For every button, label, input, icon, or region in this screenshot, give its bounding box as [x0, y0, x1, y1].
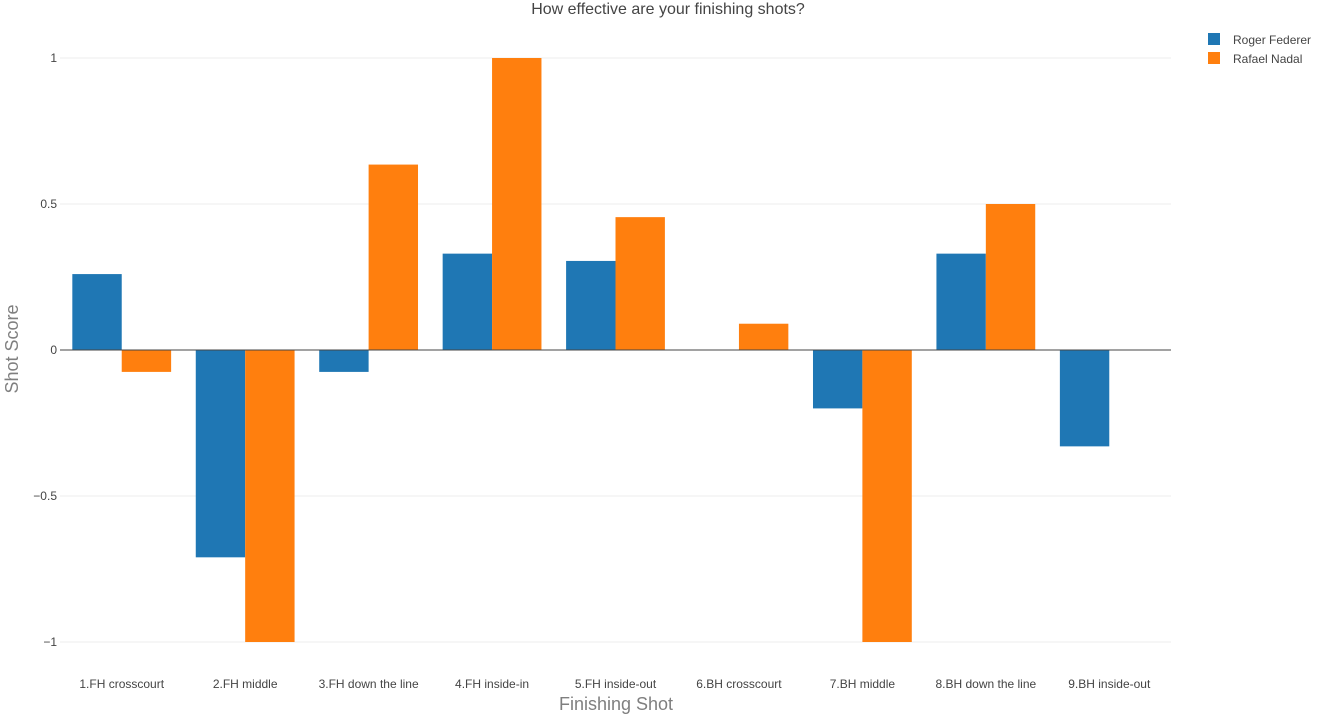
- y-tick-label: −1: [43, 635, 57, 649]
- legend-label-rafael-nadal[interactable]: Rafael Nadal: [1233, 52, 1302, 66]
- bar-rafael-nadal[interactable]: [245, 350, 295, 642]
- y-tick-label: 0: [50, 343, 57, 357]
- x-tick-label: 8.BH down the line: [935, 677, 1036, 691]
- x-tick-label: 2.FH middle: [213, 677, 278, 691]
- y-tick-label: −0.5: [33, 489, 57, 503]
- x-tick-label: 7.BH middle: [830, 677, 896, 691]
- bar-roger-federer[interactable]: [1059, 350, 1110, 447]
- bar-rafael-nadal[interactable]: [368, 164, 419, 350]
- bar-rafael-nadal[interactable]: [738, 323, 789, 350]
- x-tick-label: 9.BH inside-out: [1068, 677, 1151, 691]
- bars: [72, 58, 1110, 642]
- legend-label-roger-federer[interactable]: Roger Federer: [1233, 33, 1311, 47]
- y-tick-label: 1: [50, 51, 57, 65]
- bar-roger-federer[interactable]: [936, 253, 986, 350]
- y-axis-title: Shot Score: [2, 304, 22, 393]
- legend-swatch-rafael-nadal[interactable]: [1208, 52, 1220, 64]
- bar-roger-federer[interactable]: [566, 260, 616, 350]
- x-axis-title: Finishing Shot: [559, 694, 673, 714]
- bar-roger-federer[interactable]: [195, 350, 246, 558]
- bar-roger-federer[interactable]: [442, 253, 493, 350]
- x-tick-label: 5.FH inside-out: [575, 677, 657, 691]
- legend-swatch-roger-federer[interactable]: [1208, 33, 1220, 45]
- bar-rafael-nadal[interactable]: [615, 217, 665, 350]
- legend: Roger Federer Rafael Nadal: [1208, 33, 1311, 66]
- bar-rafael-nadal[interactable]: [492, 58, 542, 350]
- bar-roger-federer[interactable]: [72, 274, 122, 350]
- x-tick-label: 4.FH inside-in: [455, 677, 529, 691]
- bar-rafael-nadal[interactable]: [121, 350, 172, 372]
- x-tick-label: 1.FH crosscourt: [79, 677, 164, 691]
- x-tick-label: 6.BH crosscourt: [696, 677, 782, 691]
- bar-roger-federer[interactable]: [812, 350, 863, 409]
- bar-rafael-nadal[interactable]: [862, 350, 912, 642]
- chart-title: How effective are your finishing shots?: [531, 1, 805, 18]
- x-axis-ticks: 1.FH crosscourt 2.FH middle 3.FH down the …: [79, 677, 1151, 691]
- x-tick-label: 3.FH down the line: [319, 677, 419, 691]
- bar-roger-federer[interactable]: [319, 350, 369, 372]
- bar-rafael-nadal[interactable]: [985, 204, 1036, 350]
- y-axis-ticks: 1 0.5 0 −0.5 −1: [33, 51, 57, 649]
- y-tick-label: 0.5: [40, 197, 57, 211]
